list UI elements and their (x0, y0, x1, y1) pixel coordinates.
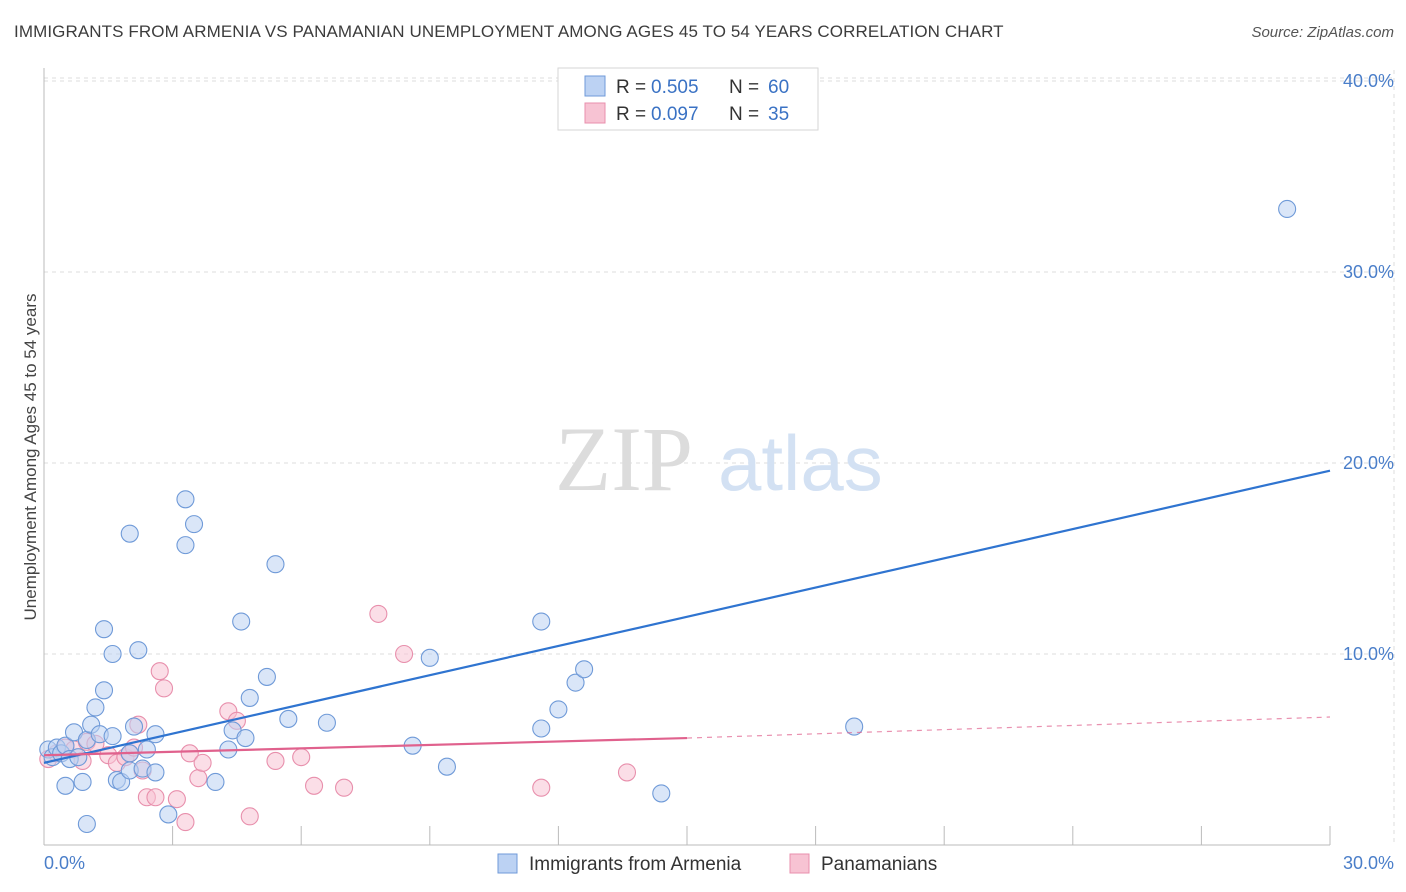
panamanians-point-31 (395, 644, 414, 664)
armenia-point-30 (159, 805, 178, 824)
panamanians-point-27 (292, 748, 311, 767)
y-tick-label-20: 20.0% (1343, 453, 1394, 473)
armenia-point-6 (56, 776, 75, 795)
armenia-point-24 (124, 717, 144, 736)
legend-n-label-blue: N = (729, 77, 759, 98)
armenia-point-27 (137, 740, 156, 759)
y-tick-label-10: 10.0% (1343, 644, 1394, 664)
axes (43, 68, 1331, 846)
armenia-point-42 (279, 709, 298, 728)
bottom-legend-armenia: Immigrants from Armenia (529, 854, 742, 875)
armenia-point-41 (266, 555, 285, 574)
armenia-point-53 (845, 717, 864, 736)
y-axis-label: Unemployment Among Ages 45 to 54 years (21, 294, 40, 621)
y-tick-labels: 10.0% 20.0% 30.0% 40.0% (1343, 71, 1394, 664)
panamanians-point-15 (146, 788, 165, 807)
armenia-point-45 (420, 648, 439, 667)
x-tick-label-right: 30.0% (1343, 853, 1394, 873)
chart-title: IMMIGRANTS FROM ARMENIA VS PANAMANIAN UN… (14, 22, 1004, 41)
legend: R = 0.505 N = 60 R = 0.097 N = 35 (557, 67, 819, 131)
armenia-point-51 (575, 660, 594, 679)
armenia-point-47 (532, 612, 551, 631)
bottom-legend: Immigrants from Armenia Panamanians (497, 853, 937, 875)
panamanians-point-29 (335, 778, 354, 797)
panamanians-point-28 (305, 776, 324, 795)
panamanians-point-22 (193, 753, 212, 772)
armenia-point-17 (103, 644, 122, 664)
armenia-point-46 (437, 757, 456, 776)
panamanians-trend-line (43, 736, 688, 757)
y-tick-label-40: 40.0% (1343, 71, 1394, 91)
armenia-point-33 (184, 515, 204, 534)
armenia-point-54 (1278, 199, 1297, 219)
armenia-point-50 (566, 673, 585, 692)
bottom-legend-panamanians: Panamanians (821, 854, 937, 875)
armenia-point-37 (232, 612, 251, 631)
panamanians-point-17 (154, 679, 174, 698)
armenia-point-21 (120, 524, 139, 543)
armenia-point-48 (532, 719, 551, 738)
legend-r-label-pink: R = (616, 104, 646, 125)
legend-n-label-pink: N = (729, 104, 759, 125)
panamanians-point-20 (180, 744, 199, 763)
armenia-point-39 (240, 688, 259, 707)
panamanians-points (39, 604, 637, 832)
panamanians-point-32 (532, 778, 551, 797)
panamanians-point-16 (150, 662, 169, 681)
source-label: Source: ZipAtlas.com (1251, 24, 1394, 41)
armenia-point-13 (86, 698, 105, 717)
bottom-legend-swatch-panamanians (789, 853, 810, 874)
armenia-point-29 (146, 763, 165, 782)
legend-swatch-pink (584, 102, 606, 124)
armenia-point-52 (652, 784, 671, 803)
armenia-point-49 (549, 700, 568, 719)
legend-r-value-blue: 0.505 (651, 77, 699, 98)
armenia-point-18 (103, 727, 122, 746)
armenia-point-25 (129, 641, 148, 660)
armenia-point-43 (317, 713, 336, 732)
x-tick-label-left: 0.0% (44, 853, 85, 873)
panamanians-point-30 (369, 604, 388, 623)
watermark: ZIP atlas (555, 408, 883, 510)
panamanians-point-33 (617, 763, 637, 782)
armenia-point-31 (176, 490, 195, 509)
panamanians-point-26 (266, 751, 285, 771)
armenia-point-28 (146, 725, 165, 744)
panamanians-point-19 (176, 813, 195, 832)
armenia-point-16 (94, 681, 114, 700)
panamanians-trend-extension (686, 716, 1331, 739)
legend-swatch-blue (584, 75, 606, 97)
armenia-point-32 (176, 536, 195, 555)
watermark-atlas: atlas (718, 419, 883, 507)
bottom-legend-swatch-armenia (497, 853, 518, 874)
armenia-point-40 (257, 667, 276, 686)
armenia-trend-line (43, 469, 1331, 764)
legend-n-value-blue: 60 (768, 77, 789, 98)
armenia-point-15 (94, 620, 114, 639)
legend-r-value-pink: 0.097 (651, 104, 699, 125)
armenia-point-38 (236, 728, 255, 748)
legend-r-label-blue: R = (616, 77, 646, 98)
watermark-zip: ZIP (555, 408, 693, 510)
armenia-point-9 (73, 772, 92, 792)
y-tick-label-30: 30.0% (1343, 262, 1394, 282)
panamanians-point-18 (167, 790, 186, 809)
trend-lines (43, 469, 1331, 764)
legend-n-value-pink: 35 (768, 104, 789, 125)
armenia-points (39, 199, 1297, 834)
armenia-point-10 (77, 814, 96, 834)
armenia-point-34 (206, 772, 225, 792)
panamanians-point-21 (189, 769, 208, 788)
panamanians-point-25 (240, 807, 259, 826)
